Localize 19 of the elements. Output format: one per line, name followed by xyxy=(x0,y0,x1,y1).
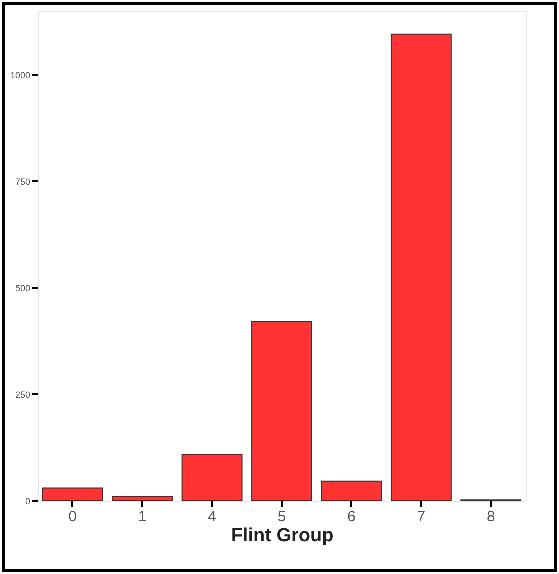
y-tick-label: 750 xyxy=(15,176,30,187)
x-tick-label: 7 xyxy=(417,508,426,526)
x-tick-label: 4 xyxy=(208,508,216,526)
x-tick-label: 6 xyxy=(348,508,356,526)
bar xyxy=(390,34,452,502)
bar xyxy=(42,488,104,502)
bar xyxy=(182,454,243,502)
y-tick-label: 0 xyxy=(25,496,30,506)
y-tick-label: 250 xyxy=(15,390,30,400)
y-tick-label: 500 xyxy=(15,283,30,294)
x-tick-label: 1 xyxy=(138,508,147,526)
bar xyxy=(252,322,312,502)
y-tick-label: 1000 xyxy=(10,70,30,80)
x-tick-label: 5 xyxy=(278,508,286,526)
x-axis-title: Flint Group xyxy=(231,526,334,546)
x-tick-label: 0 xyxy=(68,508,78,526)
x-tick-label: 8 xyxy=(486,508,496,526)
bar xyxy=(112,496,174,502)
bar xyxy=(321,480,382,502)
